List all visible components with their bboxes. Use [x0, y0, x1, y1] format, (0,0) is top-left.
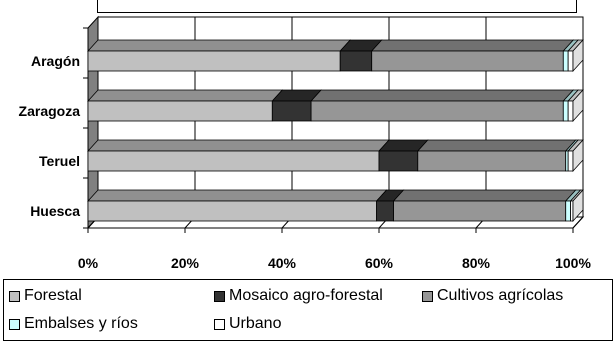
- bar-Teruel-Urbano: [567, 150, 574, 172]
- x-tick-label: 60%: [365, 255, 394, 271]
- legend: Forestal Mosaico agro-forestal Cultivos ag…: [3, 279, 613, 341]
- legend-swatch: [9, 290, 20, 302]
- bar-Huesca-Mosaico agro-forestal: [376, 200, 394, 222]
- legend-label: Cultivos agrícolas: [437, 287, 564, 304]
- legend-item: Urbano: [214, 314, 281, 334]
- bar-top-Zaragoza-Cultivos agrícolas: [310, 89, 575, 102]
- bar-Zaragoza-Mosaico agro-forestal: [271, 100, 312, 122]
- x-tick-label: 100%: [555, 255, 591, 271]
- bar-Aragón-Forestal: [87, 50, 341, 72]
- bar-top-Aragón-Forestal: [87, 39, 352, 52]
- legend-label: Embalses y ríos: [24, 315, 138, 332]
- bar-Zaragoza-Cultivos agrícolas: [310, 100, 564, 122]
- bar-Huesca-Cultivos agrícolas: [393, 200, 567, 222]
- bar-Teruel-Cultivos agrícolas: [417, 150, 567, 172]
- bar-Teruel-Mosaico agro-forestal: [378, 150, 419, 172]
- legend-item: Mosaico agro-forestal: [214, 286, 383, 306]
- legend-swatch: [9, 318, 20, 330]
- legend-item: Embalses y ríos: [9, 314, 138, 334]
- category-label: Huesca: [30, 203, 80, 219]
- x-tick-label: 20%: [171, 255, 200, 271]
- bar-Aragón-Urbano: [567, 50, 574, 72]
- x-tick-label: 40%: [268, 255, 297, 271]
- legend-swatch: [214, 318, 225, 330]
- legend-label: Urbano: [229, 315, 282, 332]
- bar-Zaragoza-Forestal: [87, 100, 273, 122]
- bar-Zaragoza-Embalses y ríos: [562, 100, 569, 122]
- floor-gridline: [572, 216, 584, 229]
- bar-end-Huesca: [572, 188, 584, 223]
- stacked-bar-chart: Aragón Zaragoza Teruel Huesca 0% 20% 40% 60% 80…: [19, 15, 592, 271]
- bar-end-Zaragoza: [572, 88, 584, 123]
- category-label: Aragón: [31, 53, 80, 69]
- bar-top-Huesca-Forestal: [87, 189, 388, 202]
- bar-top-Huesca-Cultivos agrícolas: [392, 189, 577, 202]
- bar-Aragón-Mosaico agro-forestal: [339, 50, 373, 72]
- bar-top-Teruel-Cultivos agrícolas: [416, 139, 577, 152]
- legend-item: Cultivos agrícolas: [422, 286, 563, 306]
- category-labels: Aragón Zaragoza Teruel Huesca: [19, 53, 81, 219]
- x-tick-label: 80%: [462, 255, 491, 271]
- bar-Teruel-Forestal: [87, 150, 380, 172]
- title-box: [97, 0, 577, 13]
- bar-Huesca-Forestal: [87, 200, 377, 222]
- x-tick-label: 0%: [78, 255, 99, 271]
- bars: [87, 38, 584, 223]
- bar-Zaragoza-Urbano: [567, 100, 574, 122]
- x-tick-labels: 0% 20% 40% 60% 80% 100%: [78, 255, 592, 271]
- category-label: Zaragoza: [19, 103, 81, 119]
- legend-label: Forestal: [24, 287, 82, 304]
- legend-label: Mosaico agro-forestal: [229, 287, 383, 304]
- bar-Aragón-Embalses y ríos: [562, 50, 569, 72]
- bar-Huesca-Embalses y ríos: [565, 200, 571, 222]
- category-label: Teruel: [39, 153, 80, 169]
- legend-item: Forestal: [9, 286, 82, 306]
- bar-end-Aragón: [572, 38, 584, 73]
- bar-top-Aragón-Cultivos agrícolas: [370, 39, 575, 52]
- bar-end-Teruel: [572, 138, 584, 173]
- legend-swatch: [214, 290, 225, 302]
- bar-top-Zaragoza-Forestal: [87, 89, 284, 102]
- bar-Aragón-Cultivos agrícolas: [371, 50, 564, 72]
- bar-top-Teruel-Forestal: [87, 139, 390, 152]
- legend-swatch: [422, 290, 433, 302]
